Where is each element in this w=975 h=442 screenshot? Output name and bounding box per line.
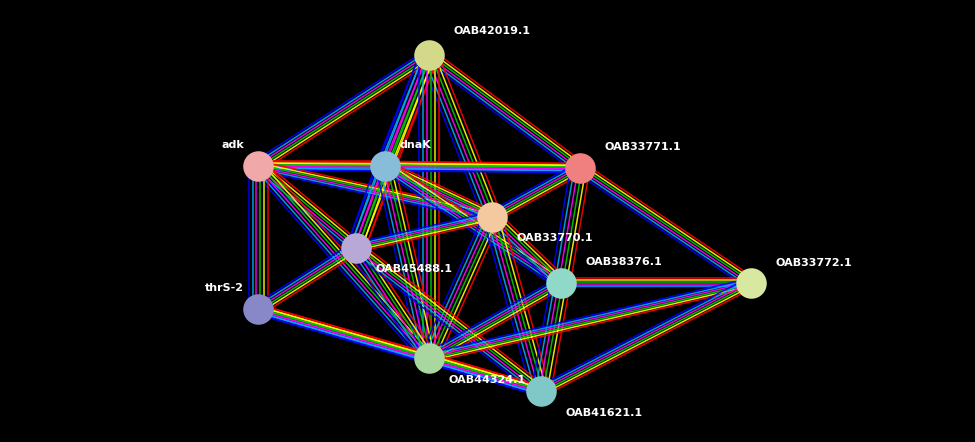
- Point: [421, 52, 437, 59]
- Text: OAB33772.1: OAB33772.1: [775, 258, 852, 268]
- Text: OAB38376.1: OAB38376.1: [585, 257, 662, 267]
- Text: adk: adk: [221, 140, 244, 149]
- Point: [553, 279, 568, 286]
- Point: [251, 306, 266, 313]
- Point: [533, 388, 549, 395]
- Text: OAB33771.1: OAB33771.1: [604, 142, 682, 152]
- Text: thrS-2: thrS-2: [205, 283, 244, 293]
- Point: [572, 164, 588, 171]
- Text: OAB33770.1: OAB33770.1: [517, 233, 593, 243]
- Point: [251, 162, 266, 169]
- Text: OAB45488.1: OAB45488.1: [375, 264, 452, 274]
- Point: [485, 213, 500, 220]
- Point: [421, 354, 437, 362]
- Point: [743, 279, 759, 286]
- Point: [377, 162, 393, 169]
- Point: [348, 244, 364, 251]
- Text: dnaK: dnaK: [400, 140, 432, 149]
- Text: OAB42019.1: OAB42019.1: [453, 26, 530, 36]
- Text: OAB41621.1: OAB41621.1: [566, 408, 643, 418]
- Text: OAB44324.1: OAB44324.1: [448, 375, 526, 385]
